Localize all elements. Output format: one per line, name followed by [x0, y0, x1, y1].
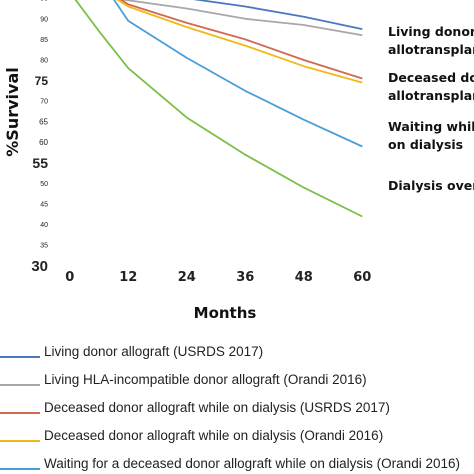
line-annotations: Living donor allotransplant Deceased donor… [388, 24, 474, 193]
y-axis-label: %Survival [3, 67, 22, 156]
annotation-label: Living donor [388, 24, 474, 39]
y-tick-label: 70 [40, 99, 48, 106]
legend-swatch [0, 384, 40, 386]
x-tick-label: 0 [65, 270, 74, 285]
annotation-label: on dialysis [388, 137, 463, 152]
legend-swatch [0, 412, 40, 414]
series-line-2 [117, 0, 363, 37]
x-tick-label: 36 [236, 270, 254, 285]
x-tick-label: 48 [295, 270, 313, 285]
y-tick-label: 55 [32, 155, 48, 171]
y-tick-label: 60 [39, 138, 48, 147]
annotation-label: Waiting while [388, 119, 474, 134]
series-line-3 [119, 0, 363, 80]
y-tick-label: 50 [40, 181, 48, 188]
legend-label: Living donor allograft (USRDS 2017) [44, 344, 264, 359]
legend-label: Living HLA-incompatible donor allograft … [44, 372, 367, 387]
x-tick-label: 24 [178, 270, 196, 285]
legend-item: Living donor allograft (USRDS 2017) [0, 342, 474, 362]
legend-label: Deceased donor allograft while on dialys… [44, 400, 390, 415]
legend-swatch [0, 440, 40, 442]
series-lines [74, 0, 363, 218]
y-tick-label: 65 [39, 118, 48, 127]
legend-item: Deceased donor allograft while on dialys… [0, 426, 474, 446]
x-axis-label: Months [194, 304, 257, 322]
legend-item: Waiting for a deceased donor allograft w… [0, 454, 474, 474]
annotation-label: allotransplant [388, 88, 474, 103]
annotation-label: allotransplant [388, 42, 474, 57]
y-tick-label: 80 [40, 57, 48, 64]
legend-item: Living HLA-incompatible donor allograft … [0, 370, 474, 390]
series-line-6 [74, 0, 363, 218]
y-tick-label: 40 [40, 222, 48, 229]
series-line-5 [113, 0, 363, 148]
y-tick-label: 35 [40, 243, 48, 250]
x-tick-label: 12 [119, 270, 137, 285]
legend-swatch [0, 356, 40, 358]
y-tick-label: 85 [40, 37, 48, 44]
y-tick-label: 90 [40, 16, 48, 23]
y-axis: 95 90 85 80 75 70 65 60 55 50 45 40 35 30 [31, 0, 48, 275]
annotation-label: Deceased donor [388, 70, 474, 85]
x-axis: 0 12 24 36 48 60 [65, 270, 371, 285]
x-tick-label: 60 [353, 270, 371, 285]
y-tick-label: 75 [35, 74, 49, 88]
y-tick-label: 45 [40, 202, 48, 209]
series-line-4 [116, 0, 363, 84]
legend-label: Waiting for a deceased donor allograft w… [44, 456, 460, 471]
series-line-1 [193, 0, 363, 30]
y-tick-label: 30 [31, 258, 48, 275]
legend-item: Deceased donor allograft while on dialys… [0, 398, 474, 418]
legend-swatch [0, 468, 40, 470]
legend-label: Deceased donor allograft while on dialys… [44, 428, 384, 443]
annotation-label: Dialysis overall [388, 178, 474, 193]
y-tick-label: 95 [40, 0, 48, 3]
